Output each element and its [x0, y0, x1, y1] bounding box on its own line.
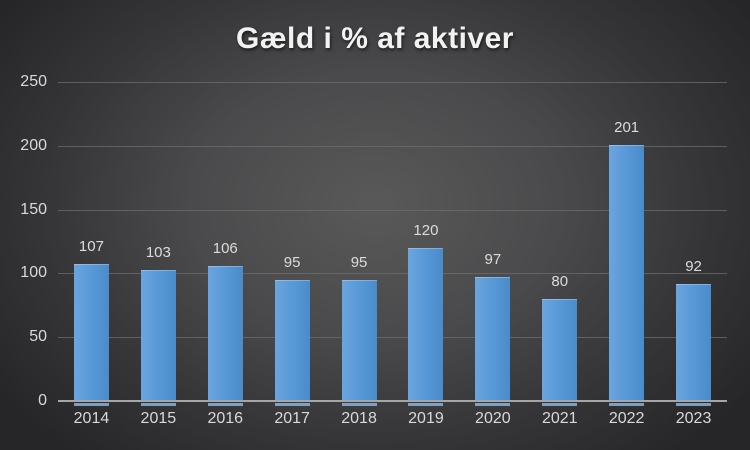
gridline	[58, 82, 727, 83]
gridline	[58, 273, 727, 275]
bar	[274, 279, 310, 402]
x-tick-label: 2019	[408, 410, 444, 427]
bar-value-label: 201	[614, 118, 640, 136]
bar-foot	[609, 403, 645, 406]
y-tick-label: 0	[38, 392, 47, 409]
bar	[609, 144, 645, 402]
bar	[475, 277, 511, 402]
chart-title: Gæld i % af aktiver	[236, 22, 514, 55]
y-tick-label: 200	[20, 136, 47, 154]
bar	[676, 283, 712, 402]
x-tick-label: 2021	[541, 410, 578, 427]
bar	[408, 247, 444, 402]
x-tick-label: 2017	[274, 410, 310, 427]
bar-value-label: 95	[283, 253, 301, 271]
gridline	[58, 145, 727, 147]
bar-value-label: 120	[413, 221, 439, 239]
bar-value-label: 80	[551, 272, 569, 290]
bar-foot	[341, 403, 377, 406]
bar	[73, 264, 109, 402]
x-tick-label: 2016	[207, 410, 244, 427]
bar	[207, 265, 243, 402]
gridline	[58, 337, 727, 339]
bar-foot	[140, 403, 176, 406]
x-tick-label: 2014	[73, 410, 110, 427]
x-axis-line	[58, 400, 727, 402]
x-tick-label: 2015	[140, 410, 177, 427]
gridline	[58, 209, 727, 211]
bar-foot	[542, 403, 578, 406]
bar-value-label: 92	[685, 257, 702, 275]
y-tick-label: 150	[20, 200, 47, 218]
bar	[140, 269, 176, 402]
bar-foot	[408, 403, 444, 406]
x-tick-label: 2022	[608, 410, 645, 427]
x-tick-label: 2018	[341, 410, 377, 427]
bar-value-label: 97	[484, 251, 502, 269]
bar-value-label: 103	[145, 243, 171, 261]
bar-foot	[676, 403, 712, 406]
y-tick-label: 250	[20, 73, 47, 90]
bar	[341, 279, 377, 402]
bar-foot	[475, 403, 511, 406]
x-tick-label: 2023	[675, 410, 712, 427]
x-tick-label: 2020	[475, 410, 511, 427]
bar-value-label: 106	[212, 239, 238, 257]
bar-value-label: 95	[350, 253, 368, 271]
bar-foot	[274, 403, 310, 406]
bar-foot	[207, 403, 243, 406]
bar	[542, 298, 578, 402]
bar-value-label: 107	[78, 238, 104, 256]
y-tick-label: 100	[20, 264, 47, 282]
bar-foot	[73, 403, 109, 406]
y-tick-label: 50	[29, 328, 47, 346]
